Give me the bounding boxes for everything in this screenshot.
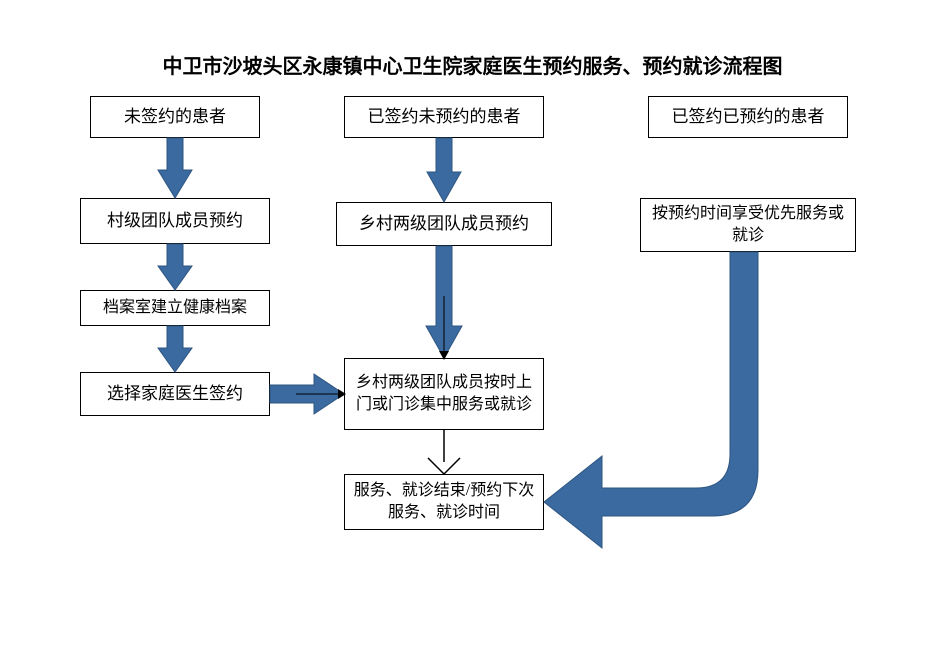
arrow-b1-b2 xyxy=(427,138,461,202)
node-service-end-next: 服务、就诊结束/预约下次服务、就诊时间 xyxy=(344,474,544,530)
node-choose-doctor-sign: 选择家庭医生签约 xyxy=(80,372,270,416)
node-label: 村级团队成员预约 xyxy=(107,210,243,233)
node-village-team-appoint: 村级团队成员预约 xyxy=(80,198,270,244)
node-label: 按预约时间享受优先服务或就诊 xyxy=(647,203,849,246)
node-label: 服务、就诊结束/预约下次服务、就诊时间 xyxy=(351,480,537,523)
arrow-a4-b3-thin xyxy=(296,386,346,402)
node-two-level-team-appoint: 乡村两级团队成员预约 xyxy=(336,202,552,246)
node-label: 选择家庭医生签约 xyxy=(107,383,243,406)
node-unsigned-patient: 未签约的患者 xyxy=(90,96,260,138)
arrow-a3-a4 xyxy=(158,326,192,372)
node-priority-service: 按预约时间享受优先服务或就诊 xyxy=(640,198,856,252)
node-archive-health: 档案室建立健康档案 xyxy=(80,290,270,326)
node-label: 已签约已预约的患者 xyxy=(672,106,825,129)
node-label: 档案室建立健康档案 xyxy=(103,297,247,319)
arrow-b3-b4 xyxy=(424,430,464,476)
node-label: 已签约未预约的患者 xyxy=(368,106,521,129)
node-label: 乡村两级团队成员按时上门或门诊集中服务或就诊 xyxy=(351,372,537,415)
page-title: 中卫市沙坡头区永康镇中心卫生院家庭医生预约服务、预约就诊流程图 xyxy=(0,50,945,79)
arrow-c2-b4-curve xyxy=(544,252,804,532)
node-label: 未签约的患者 xyxy=(124,106,226,129)
arrow-a2-a3 xyxy=(158,244,192,290)
node-service-visit: 乡村两级团队成员按时上门或门诊集中服务或就诊 xyxy=(344,358,544,430)
arrow-a1-a2 xyxy=(158,138,192,198)
arrow-b2-b3-thin xyxy=(438,296,450,360)
node-label: 乡村两级团队成员预约 xyxy=(359,213,529,236)
node-signed-appointed: 已签约已预约的患者 xyxy=(648,96,848,138)
node-signed-not-appointed: 已签约未预约的患者 xyxy=(344,96,544,138)
